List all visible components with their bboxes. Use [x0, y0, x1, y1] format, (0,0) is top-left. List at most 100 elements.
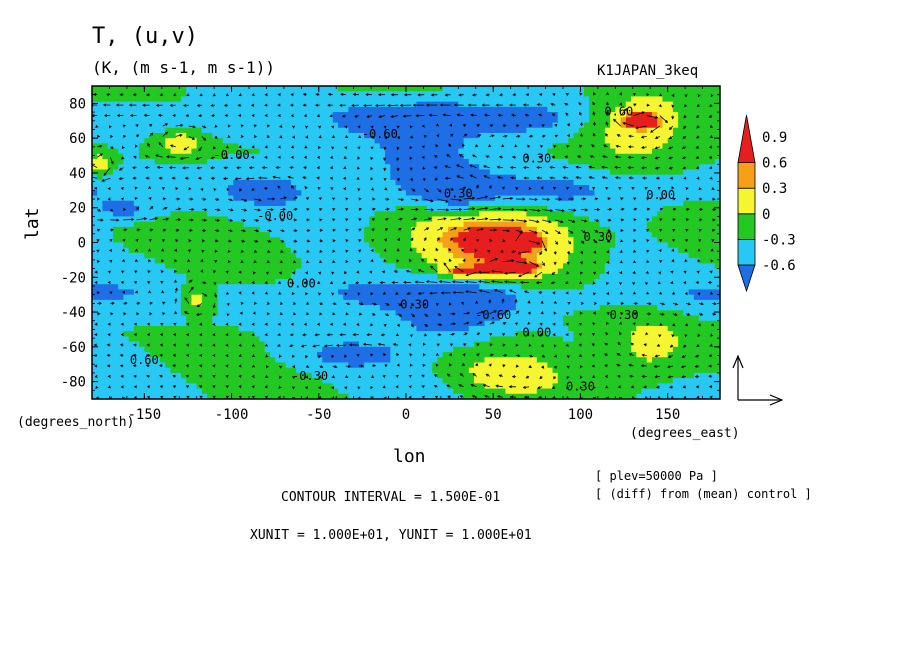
field-cell: [494, 237, 501, 244]
field-cell: [667, 263, 674, 270]
field-cell: [421, 263, 428, 270]
field-cell: [322, 185, 329, 191]
field-cell: [222, 159, 229, 165]
field-cell: [139, 247, 145, 254]
field-cell: [636, 91, 643, 98]
field-cell: [604, 190, 611, 197]
field-cell: [615, 185, 622, 191]
field-cell: [625, 211, 632, 218]
field-cell: [238, 263, 245, 270]
field-cell: [494, 106, 501, 113]
field-cell: [390, 205, 397, 212]
field-cell: [489, 96, 496, 103]
field-cell: [526, 195, 533, 202]
field-cell: [557, 216, 564, 223]
field-cell: [484, 226, 491, 233]
field-cell: [264, 143, 271, 150]
field-cell: [217, 294, 224, 301]
field-cell: [196, 221, 203, 228]
field-cell: [254, 117, 261, 124]
field-cell: [515, 112, 522, 118]
field-cell: [631, 279, 637, 285]
field-cell: [306, 127, 313, 134]
field-cell: [196, 132, 203, 139]
field-cell: [526, 101, 533, 108]
field-cell: [505, 237, 512, 244]
field-cell: [479, 101, 486, 108]
field-cell: [693, 211, 700, 218]
field-cell: [620, 247, 627, 254]
field-cell: [275, 242, 281, 249]
field-cell: [233, 174, 240, 181]
field-cell: [683, 132, 690, 139]
field-cell: [421, 190, 428, 197]
field-cell: [625, 96, 632, 103]
field-cell: [678, 153, 684, 160]
field-cell: [531, 247, 538, 254]
field-cell: [442, 289, 449, 296]
field-cell: [406, 299, 412, 306]
field-cell: [573, 237, 580, 244]
field-cell: [583, 185, 590, 191]
field-cell: [92, 86, 98, 92]
field-cell: [390, 190, 397, 197]
field-cell: [421, 205, 428, 212]
field-cell: [432, 132, 438, 139]
field-cell: [311, 148, 318, 155]
field-cell: [468, 117, 475, 124]
field-cell: [154, 237, 161, 244]
field-cell: [599, 179, 606, 186]
field-cell: [505, 101, 512, 108]
field-cell: [264, 279, 271, 285]
field-cell: [578, 143, 585, 150]
field-cell: [531, 226, 538, 233]
field-cell: [442, 268, 449, 275]
field-cell: [385, 216, 391, 223]
field-cell: [426, 211, 433, 218]
field-cell: [604, 200, 611, 207]
field-cell: [107, 148, 114, 155]
field-cell: [531, 112, 538, 118]
field-cell: [97, 216, 104, 223]
field-cell: [154, 289, 161, 296]
field-cell: [301, 205, 308, 212]
field-cell: [604, 86, 611, 92]
field-cell: [573, 232, 580, 238]
field-cell: [175, 268, 182, 275]
field-cell: [301, 273, 308, 280]
field-cell: [636, 258, 643, 264]
field-cell: [615, 106, 622, 113]
field-cell: [662, 132, 669, 139]
field-cell: [322, 190, 329, 197]
field-cell: [557, 200, 564, 207]
field-cell: [479, 284, 486, 291]
field-cell: [395, 252, 402, 259]
field-cell: [337, 190, 344, 197]
field-cell: [636, 148, 643, 155]
field-cell: [672, 252, 679, 259]
field-cell: [139, 179, 145, 186]
field-cell: [358, 159, 365, 165]
field-cell: [144, 86, 151, 92]
field-cell: [651, 205, 658, 212]
field-cell: [332, 200, 339, 207]
field-cell: [259, 195, 266, 202]
field-cell: [364, 190, 370, 197]
field-cell: [348, 101, 355, 108]
field-cell: [118, 232, 124, 238]
field-cell: [259, 112, 266, 118]
field-cell: [494, 127, 501, 134]
field-cell: [311, 106, 318, 113]
field-cell: [510, 185, 517, 191]
field-cell: [264, 289, 271, 296]
field-cell: [154, 211, 161, 218]
field-cell: [290, 153, 297, 160]
field-cell: [453, 127, 459, 134]
field-cell: [165, 242, 172, 249]
field-cell: [657, 268, 664, 275]
field-cell: [557, 226, 564, 233]
field-cell: [390, 195, 397, 202]
field-cell: [672, 211, 679, 218]
field-cell: [704, 117, 711, 124]
field-cell: [296, 91, 302, 98]
